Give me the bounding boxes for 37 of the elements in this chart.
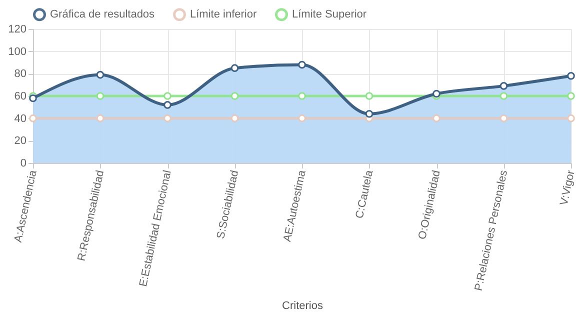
point: [164, 101, 172, 109]
point: [29, 94, 37, 102]
y-tick-label: 20: [14, 135, 26, 148]
y-tick-label: 60: [14, 90, 26, 102]
point: [96, 114, 104, 122]
point: [432, 114, 440, 122]
point: [298, 60, 306, 69]
point: [298, 114, 306, 122]
y-tick-label: 100: [8, 46, 26, 58]
point: [298, 92, 306, 100]
point: [567, 72, 575, 80]
point: [230, 92, 239, 100]
point: [500, 82, 508, 90]
point: [365, 110, 374, 118]
point: [96, 70, 104, 79]
x-tick-label: C:Cautela: [354, 168, 376, 220]
point: [164, 92, 172, 100]
point: [567, 114, 575, 122]
legend-label: Gráfica de resultados: [50, 8, 156, 21]
point: [230, 114, 239, 122]
point: [230, 64, 239, 72]
point: [29, 114, 37, 122]
point: [500, 114, 508, 122]
x-tick-label: V:Vigor: [558, 168, 578, 206]
y-tick-label: 40: [14, 112, 26, 125]
point: [164, 114, 172, 122]
y-tick-label: 80: [14, 68, 26, 80]
legend-label: Límite inferior: [190, 8, 257, 21]
point: [567, 92, 575, 100]
y-tick-label: 0: [20, 158, 26, 170]
point: [96, 92, 104, 100]
y-tick-label: 120: [8, 24, 26, 36]
point: [500, 92, 508, 100]
x-axis-title: Criterios: [282, 300, 324, 312]
point: [365, 92, 374, 100]
point: [432, 90, 440, 98]
legend-label: Límite Superior: [292, 8, 367, 21]
